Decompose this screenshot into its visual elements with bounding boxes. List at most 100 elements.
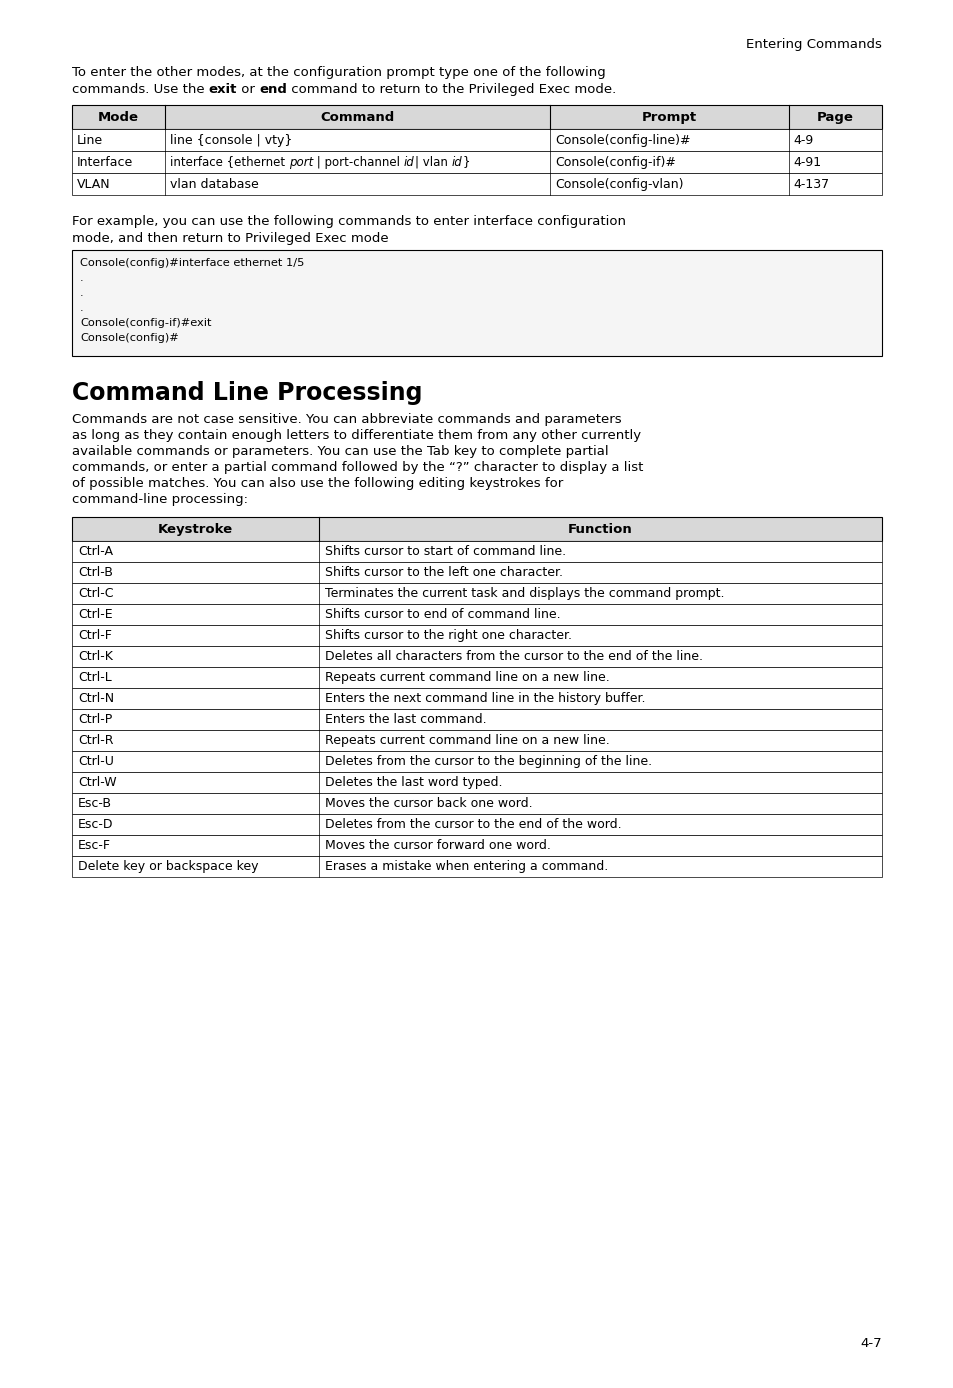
Text: Esc-D: Esc-D: [78, 818, 113, 831]
Text: .: .: [80, 287, 84, 298]
Text: Deletes from the cursor to the end of the word.: Deletes from the cursor to the end of th…: [325, 818, 621, 831]
Text: Ctrl-W: Ctrl-W: [78, 776, 116, 788]
Text: as long as they contain enough letters to differentiate them from any other curr: as long as they contain enough letters t…: [71, 429, 640, 441]
Text: Page: Page: [816, 111, 853, 124]
Bar: [71, 604, 882, 625]
Text: 4-9: 4-9: [793, 133, 813, 147]
Text: line {console | vty}: line {console | vty}: [170, 133, 293, 147]
Text: Mode: Mode: [98, 111, 139, 124]
Text: interface {ethernet: interface {ethernet: [170, 155, 289, 168]
Text: of possible matches. You can also use the following editing keystrokes for: of possible matches. You can also use th…: [71, 477, 562, 490]
Text: Deletes all characters from the cursor to the end of the line.: Deletes all characters from the cursor t…: [325, 650, 702, 663]
Text: Delete key or backspace key: Delete key or backspace key: [78, 861, 258, 873]
Text: command to return to the Privileged Exec mode.: command to return to the Privileged Exec…: [287, 83, 616, 96]
Text: Ctrl-N: Ctrl-N: [78, 693, 114, 705]
Text: Ctrl-E: Ctrl-E: [78, 608, 112, 620]
Bar: [71, 813, 882, 836]
Text: Console(config)#: Console(config)#: [80, 333, 178, 343]
Text: Terminates the current task and displays the command prompt.: Terminates the current task and displays…: [325, 587, 723, 600]
Bar: [71, 583, 882, 604]
Bar: [71, 516, 882, 541]
Bar: [71, 730, 882, 751]
Text: exit: exit: [209, 83, 237, 96]
Text: For example, you can use the following commands to enter interface configuration: For example, you can use the following c…: [71, 215, 625, 228]
Bar: [71, 105, 882, 129]
Text: Shifts cursor to end of command line.: Shifts cursor to end of command line.: [325, 608, 560, 620]
Text: .: .: [80, 303, 84, 314]
Text: Repeats current command line on a new line.: Repeats current command line on a new li…: [325, 734, 609, 747]
Text: To enter the other modes, at the configuration prompt type one of the following: To enter the other modes, at the configu…: [71, 67, 605, 79]
Text: | vlan: | vlan: [415, 155, 451, 168]
Text: Console(config-if)#exit: Console(config-if)#exit: [80, 318, 212, 328]
Bar: [71, 772, 882, 793]
Text: Enters the last command.: Enters the last command.: [325, 713, 486, 726]
Text: available commands or parameters. You can use the Tab key to complete partial: available commands or parameters. You ca…: [71, 446, 608, 458]
Bar: [71, 541, 882, 562]
Text: 4-91: 4-91: [793, 155, 821, 168]
Text: Shifts cursor to the left one character.: Shifts cursor to the left one character.: [325, 566, 562, 579]
Text: Enters the next command line in the history buffer.: Enters the next command line in the hist…: [325, 693, 645, 705]
Text: 4-137: 4-137: [793, 178, 829, 190]
Text: port: port: [289, 155, 313, 168]
Text: Deletes from the cursor to the beginning of the line.: Deletes from the cursor to the beginning…: [325, 755, 652, 768]
Bar: [71, 625, 882, 645]
Text: Ctrl-R: Ctrl-R: [78, 734, 113, 747]
Text: .: .: [80, 273, 84, 283]
Text: VLAN: VLAN: [77, 178, 111, 190]
Text: Keystroke: Keystroke: [158, 522, 233, 536]
Text: commands. Use the: commands. Use the: [71, 83, 209, 96]
Bar: [71, 174, 882, 194]
Text: Prompt: Prompt: [641, 111, 697, 124]
Text: Esc-B: Esc-B: [78, 797, 112, 811]
Text: Console(config-if)#: Console(config-if)#: [555, 155, 675, 168]
Text: Shifts cursor to start of command line.: Shifts cursor to start of command line.: [325, 545, 565, 558]
Text: command-line processing:: command-line processing:: [71, 493, 248, 507]
Bar: [71, 836, 882, 856]
Text: vlan database: vlan database: [170, 178, 258, 190]
Text: Ctrl-P: Ctrl-P: [78, 713, 112, 726]
Text: id: id: [451, 155, 461, 168]
Text: Ctrl-U: Ctrl-U: [78, 755, 113, 768]
Bar: [71, 709, 882, 730]
Text: | port-channel: | port-channel: [313, 155, 404, 168]
Text: Function: Function: [568, 522, 632, 536]
Bar: [71, 645, 882, 668]
Text: Entering Commands: Entering Commands: [745, 37, 882, 51]
Text: Deletes the last word typed.: Deletes the last word typed.: [325, 776, 502, 788]
Text: Commands are not case sensitive. You can abbreviate commands and parameters: Commands are not case sensitive. You can…: [71, 414, 621, 426]
Bar: [71, 129, 882, 151]
Text: Ctrl-L: Ctrl-L: [78, 670, 112, 684]
Text: Command Line Processing: Command Line Processing: [71, 380, 422, 405]
Text: Shifts cursor to the right one character.: Shifts cursor to the right one character…: [325, 629, 572, 643]
Bar: [71, 562, 882, 583]
Text: mode, and then return to Privileged Exec mode: mode, and then return to Privileged Exec…: [71, 232, 388, 246]
Bar: [71, 151, 882, 174]
Text: Erases a mistake when entering a command.: Erases a mistake when entering a command…: [325, 861, 608, 873]
Text: Console(config-vlan): Console(config-vlan): [555, 178, 682, 190]
Bar: [71, 793, 882, 813]
Bar: [71, 688, 882, 709]
Text: Ctrl-A: Ctrl-A: [78, 545, 112, 558]
Bar: [71, 856, 882, 877]
Text: Interface: Interface: [77, 155, 133, 168]
Text: end: end: [259, 83, 287, 96]
Text: commands, or enter a partial command followed by the “?” character to display a : commands, or enter a partial command fol…: [71, 461, 642, 473]
Text: Esc-F: Esc-F: [78, 838, 111, 852]
Text: 4-7: 4-7: [860, 1337, 882, 1351]
Text: Line: Line: [77, 133, 103, 147]
Text: Repeats current command line on a new line.: Repeats current command line on a new li…: [325, 670, 609, 684]
Bar: [71, 250, 882, 355]
Text: Console(config)#interface ethernet 1/5: Console(config)#interface ethernet 1/5: [80, 258, 304, 268]
Text: or: or: [237, 83, 259, 96]
Text: Moves the cursor back one word.: Moves the cursor back one word.: [325, 797, 532, 811]
Bar: [71, 668, 882, 688]
Text: Ctrl-F: Ctrl-F: [78, 629, 112, 643]
Text: Ctrl-B: Ctrl-B: [78, 566, 112, 579]
Text: Console(config-line)#: Console(config-line)#: [555, 133, 690, 147]
Text: Ctrl-K: Ctrl-K: [78, 650, 112, 663]
Bar: [71, 751, 882, 772]
Text: }: }: [461, 155, 469, 168]
Text: Moves the cursor forward one word.: Moves the cursor forward one word.: [325, 838, 550, 852]
Text: Command: Command: [320, 111, 395, 124]
Text: id: id: [404, 155, 415, 168]
